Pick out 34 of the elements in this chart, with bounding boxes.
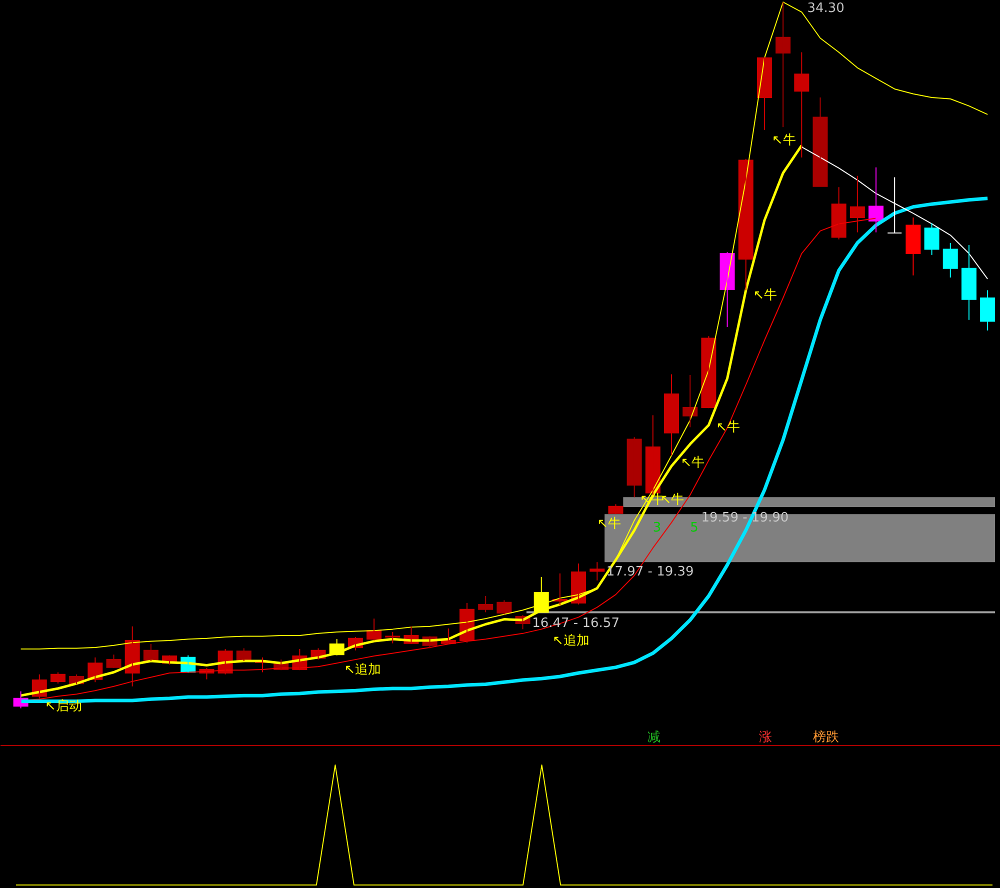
candlestick	[794, 52, 810, 158]
candlestick	[980, 290, 996, 331]
candlestick	[608, 504, 624, 515]
candlestick	[831, 186, 846, 240]
annotation: ↖牛	[716, 420, 740, 436]
annotation: 3	[652, 520, 662, 536]
text: 榜跌	[812, 730, 839, 746]
candlestick	[942, 242, 958, 278]
annotation: ↖牛	[753, 288, 778, 304]
annotation: ↖牛	[772, 132, 796, 148]
band-label: 19.59 - 19.90	[701, 510, 789, 526]
text: 减	[647, 730, 660, 746]
candlestick	[961, 244, 976, 320]
candlestick	[924, 222, 940, 256]
annotation: 34.30	[807, 1, 844, 16]
candlestick	[887, 176, 902, 234]
annotation: ↖牛	[680, 456, 705, 471]
candlestick	[50, 672, 66, 684]
annotation: ↖追加	[344, 662, 382, 678]
text: 涨	[758, 730, 772, 746]
candlestick	[664, 374, 680, 456]
candlestick	[850, 175, 865, 233]
candlestick	[626, 436, 642, 498]
candlestick	[590, 562, 605, 581]
candlestick	[906, 217, 921, 276]
annotation: ↖启动	[44, 698, 82, 714]
candlestick	[106, 654, 122, 669]
annotation: ↖追加	[552, 633, 590, 648]
candlestick	[776, 2, 791, 128]
candlestick	[496, 600, 512, 615]
annotation: 5	[690, 520, 698, 536]
annotation: ↖牛	[597, 516, 622, 532]
candlestick	[812, 96, 828, 187]
candlestick	[478, 596, 494, 613]
